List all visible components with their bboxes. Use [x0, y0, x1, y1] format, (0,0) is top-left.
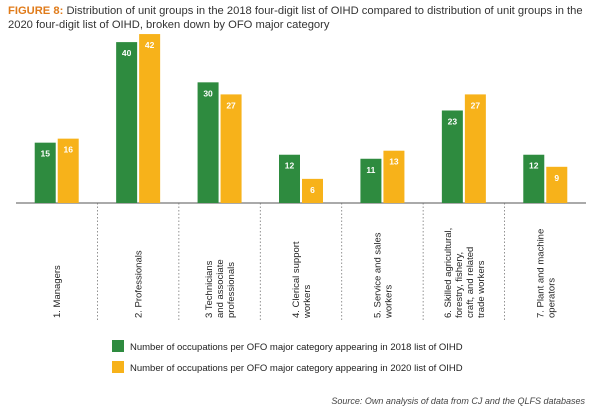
- legend-swatch-2018: [112, 340, 124, 352]
- bar-2020: [302, 178, 323, 203]
- category-label-line: 5. Service and sales: [372, 232, 383, 318]
- data-label: 42: [145, 40, 155, 50]
- data-label: 15: [40, 149, 50, 159]
- category-label-line: craft, and related: [465, 247, 476, 318]
- category-label: 5. Service and sales workers: [372, 232, 394, 319]
- data-label: 13: [389, 157, 399, 167]
- data-label: 40: [122, 48, 132, 58]
- category-label-line: forestry, fishery,: [454, 252, 465, 318]
- legend-label-2020: Number of occupations per OFO major cate…: [130, 363, 463, 374]
- legend-label-2018: Number of occupations per OFO major cate…: [130, 342, 463, 353]
- category-label-line: professionals: [226, 262, 237, 318]
- figure-title: FIGURE 8: Distribution of unit groups in…: [8, 4, 593, 32]
- data-label: 23: [448, 116, 458, 126]
- data-label: 12: [285, 161, 295, 171]
- bar-2020: [220, 94, 242, 203]
- category-label-line: 3 Technicians: [204, 260, 215, 318]
- bar-2018: [197, 82, 219, 203]
- category-label: 1. Managers: [52, 265, 63, 318]
- category-label: 7. Plant and machine operators: [535, 229, 557, 318]
- data-label: 27: [226, 100, 236, 110]
- bar-2018: [116, 42, 138, 203]
- data-label: 27: [471, 100, 481, 110]
- figure-caption: Distribution of unit groups in the 2018 …: [8, 5, 583, 31]
- bar-2020: [139, 34, 161, 203]
- category-label-line: workers: [302, 284, 313, 319]
- category-label-line: operators: [546, 278, 557, 318]
- bar-2018: [360, 158, 382, 203]
- legend-swatch-2020: [112, 361, 124, 373]
- source-note: Source: Own analysis of data from CJ and…: [331, 396, 585, 406]
- category-label-line: 1. Managers: [52, 265, 63, 318]
- category-label-line: 7. Plant and machine: [535, 229, 546, 318]
- category-label: 4. Clerical support workers: [291, 241, 313, 319]
- category-label-line: workers: [383, 284, 394, 319]
- bar-2018: [34, 142, 56, 203]
- category-label: 3 Technicians and associate professionals: [204, 259, 237, 318]
- data-label: 11: [366, 165, 375, 175]
- bar-2018: [523, 154, 545, 203]
- category-label-line: trade workers: [476, 260, 487, 318]
- bar-2020: [464, 94, 486, 203]
- bar-2020: [383, 150, 405, 203]
- data-label: 12: [529, 161, 539, 171]
- data-label: 30: [203, 88, 213, 98]
- category-label: 2. Professionals: [134, 250, 145, 318]
- figure-label: FIGURE 8:: [8, 5, 64, 17]
- data-label: 16: [63, 145, 73, 155]
- category-label-line: 4. Clerical support: [291, 241, 302, 318]
- bar-2020: [57, 138, 79, 203]
- bar-2018: [441, 110, 463, 203]
- bar-2018: [279, 154, 300, 203]
- category-label: 6. Skilled agricultural, forestry, fisher…: [443, 228, 487, 318]
- category-label-line: and associate: [215, 259, 226, 318]
- bar-2020: [546, 166, 568, 203]
- data-label: 9: [554, 173, 559, 183]
- category-label-line: 6. Skilled agricultural,: [443, 228, 454, 318]
- data-label: 6: [310, 185, 315, 195]
- category-label-line: 2. Professionals: [134, 250, 145, 318]
